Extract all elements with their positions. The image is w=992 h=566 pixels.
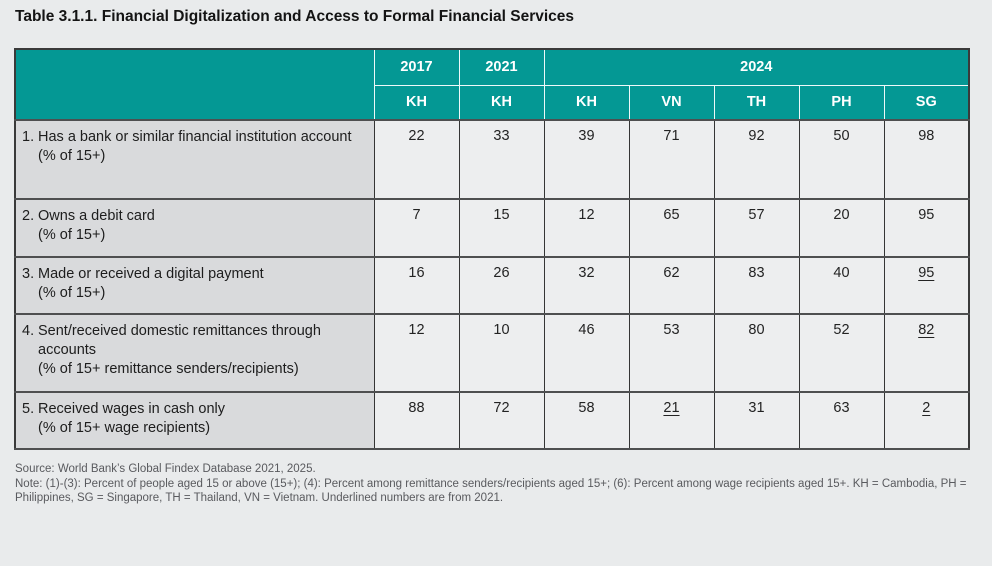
value-cell: 72 bbox=[458, 391, 545, 450]
country-header-vn: VN bbox=[628, 84, 715, 121]
row-note: (% of 15+) bbox=[38, 148, 106, 164]
value-cell: 12 bbox=[373, 313, 460, 393]
value-cell: 32 bbox=[543, 256, 630, 315]
value-cell: 22 bbox=[373, 119, 460, 200]
value-cell: 26 bbox=[458, 256, 545, 315]
value-cell: 62 bbox=[628, 256, 715, 315]
value-cell: 95 bbox=[883, 198, 970, 258]
value-cell: 7 bbox=[373, 198, 460, 258]
table-row: 5. Received wages in cash only (% of 15+ w… bbox=[14, 391, 970, 450]
table-footer: Source: World Bank’s Global Findex Datab… bbox=[15, 462, 977, 506]
table-row: 2. Owns a debit card (% of 15+) 7 15 12 65 57 20… bbox=[14, 198, 970, 258]
table-header: 2017 2021 2024 KH KH KH VN TH PH SG bbox=[14, 48, 970, 121]
year-header-2024: 2024 bbox=[543, 48, 970, 86]
table-row: 4. Sent/received domestic remittances thr… bbox=[14, 313, 970, 393]
country-header-ph: PH bbox=[798, 84, 885, 121]
row-note: (% of 15+) bbox=[38, 227, 106, 243]
source-line: Source: World Bank’s Global Findex Datab… bbox=[15, 463, 316, 475]
value-cell: 12 bbox=[543, 198, 630, 258]
row-label: Made or received a digital payment bbox=[38, 266, 264, 282]
value-cell: 39 bbox=[543, 119, 630, 200]
value-cell: 92 bbox=[713, 119, 800, 200]
value-cell: 52 bbox=[798, 313, 885, 393]
row-note: (% of 15+ remittance senders/recipients) bbox=[38, 361, 299, 377]
country-header-kh-2024: KH bbox=[543, 84, 630, 121]
row-number: 1. bbox=[22, 129, 35, 145]
value-cell: 33 bbox=[458, 119, 545, 200]
row-note: (% of 15+ wage recipients) bbox=[38, 420, 211, 436]
table-row: 3. Made or received a digital payment (% o… bbox=[14, 256, 970, 315]
row-number: 5. bbox=[22, 401, 35, 417]
row-label-cell: 5. Received wages in cash only (% of 15+ w… bbox=[14, 391, 375, 450]
value-cell: 58 bbox=[543, 391, 630, 450]
row-label-cell: 2. Owns a debit card (% of 15+) bbox=[14, 198, 375, 258]
value-cell: 82 bbox=[883, 313, 970, 393]
financial-table: 2017 2021 2024 KH KH KH VN TH PH SG 1. Ha… bbox=[14, 48, 971, 450]
value-cell: 71 bbox=[628, 119, 715, 200]
value-cell: 2 bbox=[883, 391, 970, 450]
value-cell: 46 bbox=[543, 313, 630, 393]
value-cell: 98 bbox=[883, 119, 970, 200]
value-cell: 50 bbox=[798, 119, 885, 200]
value-cell: 15 bbox=[458, 198, 545, 258]
row-label-cell: 4. Sent/received domestic remittances thr… bbox=[14, 313, 375, 393]
row-label: Sent/received domestic remittances throu… bbox=[38, 323, 321, 358]
value-cell: 65 bbox=[628, 198, 715, 258]
country-header-kh-2021: KH bbox=[458, 84, 545, 121]
value-cell: 16 bbox=[373, 256, 460, 315]
table-row: 1. Has a bank or similar financial instit… bbox=[14, 119, 970, 200]
value-cell: 10 bbox=[458, 313, 545, 393]
row-label: Owns a debit card bbox=[38, 208, 155, 224]
country-header-th: TH bbox=[713, 84, 800, 121]
value-cell: 20 bbox=[798, 198, 885, 258]
value-cell: 53 bbox=[628, 313, 715, 393]
year-header-row: 2017 2021 2024 bbox=[14, 48, 970, 121]
note-line: Note: (1)-(3): Percent of people aged 15… bbox=[15, 477, 967, 505]
value-cell: 83 bbox=[713, 256, 800, 315]
year-header-2021: 2021 bbox=[458, 48, 545, 86]
value-cell: 63 bbox=[798, 391, 885, 450]
row-number: 2. bbox=[22, 208, 35, 224]
value-cell: 88 bbox=[373, 391, 460, 450]
row-label-cell: 1. Has a bank or similar financial instit… bbox=[14, 119, 375, 200]
row-number: 3. bbox=[22, 266, 35, 282]
country-header-sg: SG bbox=[883, 84, 970, 121]
row-number: 4. bbox=[22, 323, 35, 339]
value-cell: 95 bbox=[883, 256, 970, 315]
corner-header-cell bbox=[14, 48, 375, 121]
value-cell: 21 bbox=[628, 391, 715, 450]
country-header-row: KH KH KH VN TH PH SG bbox=[15, 84, 970, 121]
row-note: (% of 15+) bbox=[38, 285, 106, 301]
value-cell: 80 bbox=[713, 313, 800, 393]
value-cell: 57 bbox=[713, 198, 800, 258]
page-title: Table 3.1.1. Financial Digitalization an… bbox=[15, 8, 575, 25]
country-header-kh-2017: KH bbox=[373, 84, 460, 121]
value-cell: 40 bbox=[798, 256, 885, 315]
year-header-2017: 2017 bbox=[373, 48, 460, 86]
row-label: Received wages in cash only bbox=[38, 401, 225, 417]
row-label: Has a bank or similar financial institut… bbox=[38, 129, 352, 145]
row-label-cell: 3. Made or received a digital payment (% o… bbox=[14, 256, 375, 315]
value-cell: 31 bbox=[713, 391, 800, 450]
table-body: 1. Has a bank or similar financial instit… bbox=[14, 119, 970, 450]
